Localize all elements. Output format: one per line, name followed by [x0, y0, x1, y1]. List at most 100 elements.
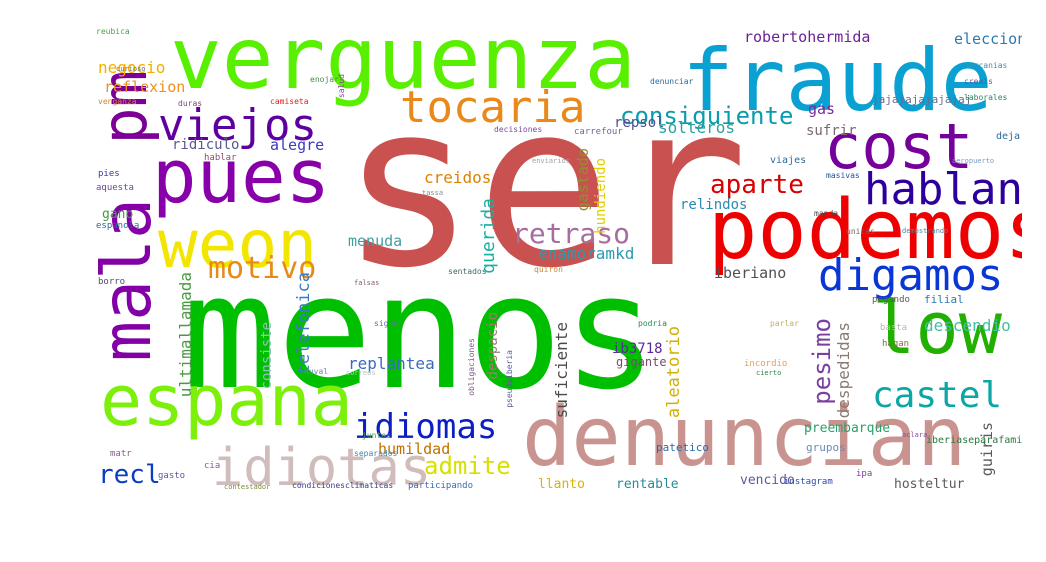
- word: hablar: [204, 153, 237, 163]
- word: viejos: [158, 100, 317, 151]
- word: menos: [182, 241, 658, 425]
- word: descendio: [924, 316, 1011, 335]
- word: basta: [880, 323, 908, 333]
- word: enamoramkd: [538, 244, 635, 263]
- word: aeropuerto: [952, 157, 995, 165]
- word: solteros: [658, 118, 736, 137]
- word: espanola: [96, 221, 140, 231]
- word: borro: [98, 277, 126, 287]
- word: ib3718: [612, 341, 663, 357]
- word: retraso: [512, 217, 631, 250]
- word: sufrir: [806, 123, 857, 139]
- word: siguen: [374, 319, 403, 328]
- word: replantea: [348, 354, 435, 373]
- word: espana: [100, 360, 353, 442]
- word: despacio: [485, 312, 501, 380]
- word-cloud: ser menos verguenza fraude podemos denun…: [92, 22, 1022, 500]
- word: weon: [158, 206, 317, 283]
- word: pseudoiberia: [505, 350, 514, 408]
- word: gasto: [158, 471, 186, 481]
- word: matr: [110, 449, 132, 459]
- word: enviarios: [532, 157, 570, 165]
- word: reubica: [96, 27, 130, 36]
- word: recl: [98, 460, 161, 490]
- word: podemos: [708, 183, 1022, 278]
- word: instagram: [784, 477, 833, 487]
- word: idiomas: [354, 407, 498, 447]
- word: patetico: [656, 441, 709, 454]
- word: vencido: [740, 473, 795, 488]
- word: ipa: [856, 469, 873, 479]
- word: admite: [424, 452, 511, 480]
- word: tassa: [422, 189, 444, 197]
- word: creidos: [424, 168, 492, 187]
- word: pegando: [872, 295, 910, 305]
- word: castel: [872, 375, 1003, 416]
- word: curioso: [116, 65, 146, 73]
- word: hosteltur: [894, 477, 965, 492]
- word: rentable: [616, 477, 679, 492]
- word: falsas: [354, 279, 380, 287]
- word: cercanias: [964, 61, 1008, 70]
- word: decisiones: [494, 125, 543, 134]
- word: aclara: [902, 431, 928, 439]
- word: aleatorio: [664, 326, 684, 419]
- word: aparte: [710, 170, 804, 200]
- word: masivas: [826, 171, 860, 180]
- word: laborales: [964, 93, 1008, 102]
- word: suficiente: [552, 322, 571, 419]
- word: iberiano: [714, 264, 787, 282]
- word: negocio: [98, 58, 166, 77]
- word: denunciar: [650, 77, 694, 86]
- word: eleccion: [954, 30, 1022, 48]
- word: cierto: [756, 369, 782, 377]
- word: llanto: [538, 477, 585, 492]
- word: enojar: [310, 75, 339, 84]
- word: contestador: [224, 483, 271, 491]
- word: aquesta: [96, 183, 134, 193]
- word: preembarque: [804, 421, 891, 436]
- word: incordio: [744, 359, 788, 369]
- word: viajes: [770, 155, 807, 166]
- word: denuncian: [522, 390, 967, 485]
- word: consiste: [259, 322, 275, 390]
- word: juntos: [362, 431, 391, 440]
- word: humildad: [378, 440, 451, 458]
- word: gano: [102, 207, 134, 222]
- word: digamos: [818, 250, 1004, 301]
- word: tocaria: [400, 82, 586, 133]
- word: gigante: [616, 355, 667, 369]
- word: parlar: [770, 319, 799, 328]
- word: ser: [340, 55, 749, 318]
- word: condicionesclimaticas: [292, 481, 394, 490]
- word: iberiaseparafamilias: [926, 435, 1022, 446]
- word: grupos: [806, 441, 846, 454]
- word: unicas: [846, 227, 875, 236]
- word: ultimallamada: [176, 272, 195, 398]
- word: reflexion: [104, 78, 186, 96]
- word: jajajajajajajaj: [872, 93, 972, 106]
- word: salud: [337, 74, 346, 99]
- word: creeis: [964, 77, 993, 86]
- word: despedidas: [834, 322, 853, 419]
- word: cost: [824, 110, 974, 183]
- word: guiris: [978, 422, 996, 477]
- word: relindos: [680, 197, 748, 213]
- word: filial: [924, 293, 964, 306]
- word: sentados: [448, 267, 487, 276]
- word: ridiculo: [172, 137, 240, 153]
- word: duras: [178, 99, 203, 108]
- word: obligaciones: [467, 338, 476, 396]
- word: duval: [304, 367, 329, 376]
- word: telefonica: [294, 272, 314, 375]
- word: low: [872, 286, 1003, 370]
- word: fraude: [682, 31, 993, 131]
- word: motivo: [208, 251, 317, 286]
- word: participando: [408, 481, 474, 491]
- word: pies: [98, 169, 120, 179]
- word: quiron: [534, 265, 563, 274]
- word: correos: [346, 369, 376, 377]
- word: pesimo: [808, 318, 836, 405]
- word: demostrando: [902, 227, 949, 235]
- word: cia: [204, 461, 221, 471]
